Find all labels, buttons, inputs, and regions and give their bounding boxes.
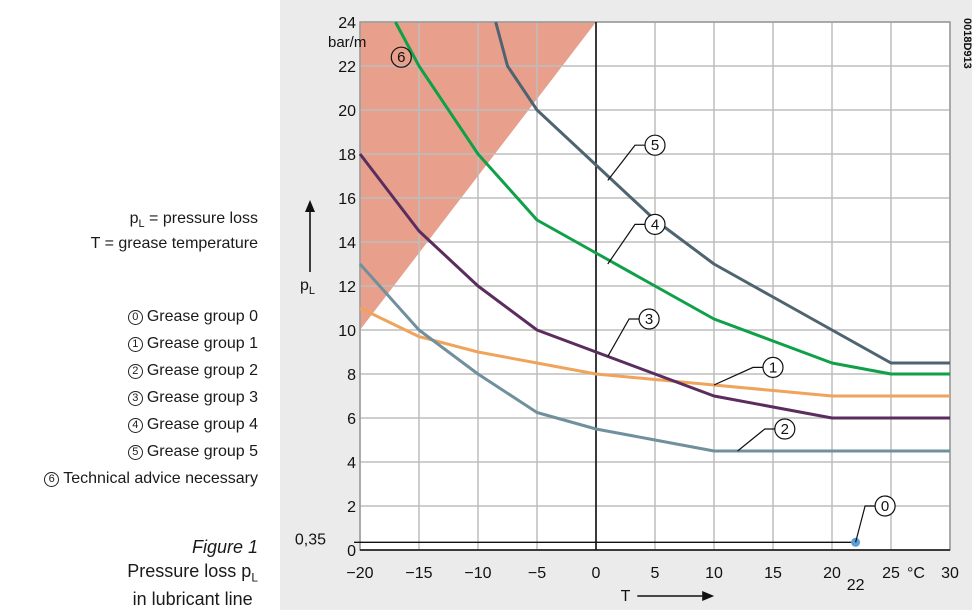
- legend-label: Grease group 2: [146, 362, 258, 379]
- callout-group-0-circle: [874, 495, 896, 517]
- legend-item-group-4: 4 Grease group 4: [127, 416, 258, 434]
- y-axis-arrow-head: [305, 200, 315, 212]
- y-tick-label: 10: [338, 323, 356, 340]
- y-tick-label-special: 0,35: [295, 531, 326, 548]
- y-tick-label: 18: [338, 147, 356, 164]
- legend-item-group-1: 1 Grease group 1: [127, 335, 258, 353]
- x-tick-label-special: 22: [847, 577, 865, 594]
- legend-item-group-6: 6 Technical advice necessary: [44, 470, 258, 488]
- callout-group-1-number: 1: [769, 359, 777, 376]
- callout-group-5-leader: [607, 144, 645, 181]
- y-tick-label: 4: [347, 455, 356, 472]
- callout-group-2-leader: [737, 428, 775, 452]
- x-unit-label: °C: [907, 565, 925, 582]
- y-tick-label: 14: [338, 235, 356, 252]
- document-id: 0018D913: [961, 18, 972, 69]
- series-line-group-3: [358, 153, 950, 420]
- x-tick-label: 25: [882, 565, 900, 582]
- x-tick-label: −5: [528, 565, 546, 582]
- region-6-circle: [390, 46, 412, 68]
- callout-group-0-leader: [855, 505, 876, 543]
- y-axis-label: pL: [300, 277, 315, 297]
- y-tick-label: 2: [347, 499, 356, 516]
- y-tick-label: 6: [347, 411, 356, 428]
- y-tick-label: 12: [338, 279, 356, 296]
- axes: [354, 22, 950, 551]
- series-lines: [358, 21, 950, 453]
- series-line-group-4: [394, 21, 950, 376]
- x-tick-label: 30: [941, 565, 959, 582]
- axis-labels: −20 −15 −10 −5 0 5 10 15 20 25 3022024681012141618…: [295, 15, 972, 605]
- legend-label: Grease group 4: [146, 416, 258, 433]
- definition-symbol: p: [129, 210, 139, 227]
- series-line-group-2: [358, 263, 950, 453]
- x-tick-label: −15: [405, 565, 432, 582]
- series-line-group-1: [359, 306, 950, 398]
- x-tick-label: 15: [764, 565, 782, 582]
- legend-number: 1: [127, 337, 143, 352]
- y-tick-label: 24: [338, 15, 356, 32]
- legend-number: 5: [127, 445, 143, 460]
- callout-group-4-number: 4: [651, 216, 659, 233]
- callout-group-2-circle: [774, 418, 796, 440]
- callout-group-5-number: 5: [651, 137, 659, 154]
- legend-number: 3: [127, 391, 143, 406]
- definition-subscript: L: [138, 218, 145, 231]
- definition-grease-temperature: T = grease temperature: [91, 235, 258, 253]
- y-unit-label: bar/m: [328, 34, 366, 51]
- callout-group-3-number: 3: [645, 311, 653, 328]
- caption-line-2: in lubricant line: [132, 588, 253, 609]
- y-tick-label: 0: [347, 543, 356, 560]
- legend-label: Grease group 1: [146, 335, 258, 352]
- x-tick-label: −10: [464, 565, 491, 582]
- figure-caption: Pressure loss pL in lubricant line: [127, 561, 258, 610]
- y-tick-label: 8: [347, 367, 356, 384]
- callout-group-3-leader: [607, 318, 640, 357]
- caption-subscript: L: [251, 570, 258, 585]
- callout-group-1-leader: [713, 366, 763, 386]
- x-tick-label: 10: [705, 565, 723, 582]
- region-6-number: 6: [397, 49, 405, 66]
- y-tick-label: 22: [338, 59, 356, 76]
- legend-item-group-0: 0 Grease group 0: [127, 308, 258, 326]
- definition-symbol: T: [90, 235, 101, 252]
- x-axis-label: T: [621, 588, 631, 605]
- legend-label: Grease group 0: [146, 308, 258, 325]
- legend-label: Technical advice necessary: [63, 470, 258, 487]
- definition-text: = pressure loss: [144, 210, 258, 227]
- callout-group-3-circle: [638, 308, 660, 330]
- callout-group-0-number: 0: [881, 498, 889, 515]
- callout-group-4-circle: [644, 213, 666, 235]
- series-line-group-5: [494, 21, 950, 365]
- callout-group-4-leader: [607, 223, 645, 265]
- callout-group-2-number: 2: [781, 421, 789, 438]
- x-tick-label: 20: [823, 565, 841, 582]
- legend-label: Grease group 3: [146, 389, 258, 406]
- legend-item-group-2: 2 Grease group 2: [127, 362, 258, 380]
- x-tick-label: 5: [651, 565, 660, 582]
- y-tick-label: 20: [338, 103, 356, 120]
- legend-item-group-3: 3 Grease group 3: [127, 389, 258, 407]
- x-axis-arrow-head: [702, 591, 715, 601]
- legend-number: 0: [127, 310, 143, 325]
- callout-group-5-circle: [644, 134, 666, 156]
- series-callouts: 1 2 3 4 5 6 0: [390, 46, 896, 547]
- legend-number: 2: [127, 364, 143, 379]
- legend-number: 4: [127, 418, 143, 433]
- x-tick-label: −20: [346, 565, 373, 582]
- definition-pressure-loss: pL = pressure loss: [130, 210, 258, 230]
- legend-panel: pL = pressure loss T = grease temperatur…: [0, 0, 268, 610]
- figure-number: Figure 1: [191, 537, 258, 557]
- x-tick-label: 0: [592, 565, 601, 582]
- y-tick-label: 16: [338, 191, 356, 208]
- definition-text: = grease temperature: [100, 235, 258, 252]
- legend-label: Grease group 5: [146, 443, 258, 460]
- legend-item-group-5: 5 Grease group 5: [127, 443, 258, 461]
- callout-group-1-circle: [762, 356, 784, 378]
- legend-number: 6: [44, 472, 60, 487]
- caption-line-1: Pressure loss p: [127, 561, 252, 581]
